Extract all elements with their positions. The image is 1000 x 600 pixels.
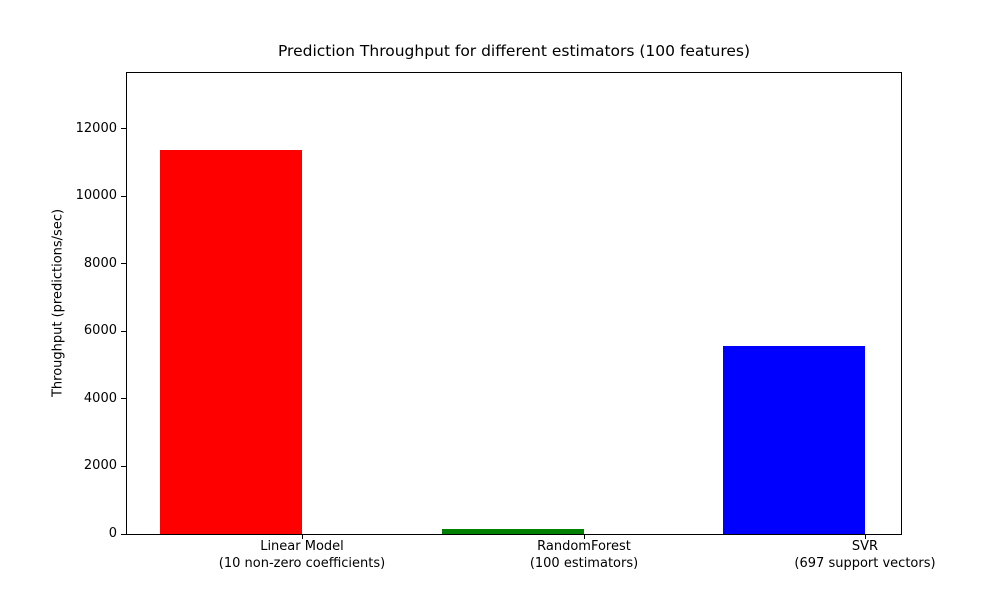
x-category-linear-model: Linear Model (10 non-zero coefficients) [132,539,472,572]
x-tick-mark [583,534,585,539]
x-category-sublabel: (697 support vectors) [794,555,936,571]
y-tick-mark [121,533,126,535]
bar-svr [723,345,865,534]
x-category-svr: SVR (697 support vectors) [695,539,1000,572]
y-tick-label: 10000 [75,188,117,204]
x-tick-mark [864,534,866,539]
y-tick-label: 4000 [83,390,117,406]
x-category-label: Linear Model [260,539,344,554]
y-tick-mark [121,128,126,130]
y-tick-mark [121,263,126,265]
plot-area [126,72,902,535]
x-category-label: RandomForest [537,539,631,554]
x-category-label: SVR [851,539,879,554]
y-tick-label: 8000 [83,255,117,271]
bar-linear-model [160,150,302,534]
x-category-sublabel: (10 non-zero coefficients) [218,555,386,571]
y-tick-label: 6000 [83,323,117,339]
y-tick-mark [121,330,126,332]
y-tick-label: 0 [108,526,117,541]
bar-randomforest [442,529,584,534]
y-axis-label: Throughput (predictions/sec) [50,208,66,398]
y-tick-label: 2000 [83,458,117,474]
x-category-sublabel: (100 estimators) [529,555,639,571]
chart-title: Prediction Throughput for different esti… [277,42,751,60]
y-tick-mark [121,465,126,467]
y-tick-mark [121,398,126,400]
x-category-randomforest: RandomForest (100 estimators) [414,539,754,572]
x-tick-mark [301,534,303,539]
y-tick-mark [121,195,126,197]
y-tick-label: 12000 [75,120,117,136]
